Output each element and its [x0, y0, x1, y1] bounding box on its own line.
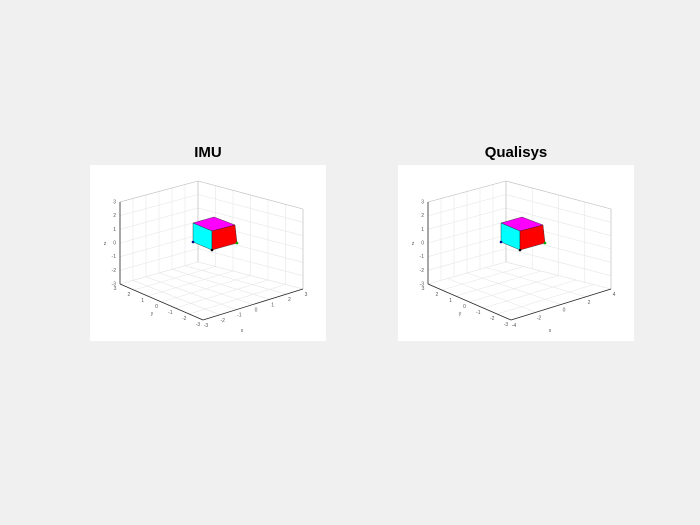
z-tick-label: 3 — [421, 200, 424, 206]
z-axis-label: z — [412, 241, 415, 247]
y-tick-label: -3 — [504, 322, 509, 328]
x-tick-label: 3 — [305, 292, 308, 298]
y-tick-label: -3 — [196, 322, 201, 328]
z-tick-label: 2 — [113, 213, 116, 219]
x-axis-label: x — [241, 328, 244, 334]
x-tick-label: -1 — [237, 313, 242, 319]
z-tick-label: 0 — [113, 241, 116, 247]
y-tick-label: -2 — [490, 316, 495, 322]
cube-vertex-marker — [500, 241, 503, 244]
z-tick-label: -2 — [112, 268, 117, 274]
y-tick-label: 2 — [435, 292, 438, 298]
grid-line-y — [470, 276, 559, 303]
z-tick-label: 2 — [421, 213, 424, 219]
x-axis-line — [511, 289, 611, 320]
x-tick-label: 2 — [588, 300, 591, 306]
subplot-title-imu: IMU — [90, 144, 326, 161]
subplot-title-qualisys: Qualisys — [398, 144, 634, 161]
x-axis-label: x — [549, 328, 552, 334]
x-tick-label: -2 — [537, 315, 542, 321]
z-axis-label: z — [104, 241, 107, 247]
x-tick-label: 1 — [271, 302, 274, 308]
x-tick-label: 0 — [255, 308, 258, 314]
cube-vertex-marker — [211, 249, 214, 252]
subplot-imu[interactable]: 3 2 1 0 -1 -2 -3 3 2 1 0 -1 -2 -3 -3 -2 -1 0 1 2 3 z y x — [90, 165, 326, 341]
z-tick-label: 1 — [113, 227, 116, 233]
y-tick-label: 1 — [141, 298, 144, 304]
grid-line-y — [456, 271, 541, 296]
y-axis-label: y — [459, 311, 462, 317]
z-tick-label: 0 — [421, 241, 424, 247]
x-tick-label: 4 — [613, 292, 616, 298]
x-tick-label: 2 — [288, 297, 291, 303]
cube-vertex-marker — [519, 249, 522, 252]
z-tick-label: -2 — [420, 268, 425, 274]
x-axis-line — [203, 289, 303, 320]
z-tick-label: -1 — [112, 254, 117, 260]
cube-vertex-marker — [544, 242, 547, 245]
y-tick-label: -1 — [168, 310, 173, 316]
z-tick-label: 1 — [421, 227, 424, 233]
y-tick-label: 1 — [449, 298, 452, 304]
y-axis-line — [428, 284, 511, 320]
x-tick-label: -2 — [220, 318, 225, 324]
x-tick-label: 0 — [563, 308, 566, 314]
y-tick-label: -1 — [476, 310, 481, 316]
subplot-qualisys[interactable]: 3 2 1 0 -1 -2 -3 3 2 1 0 -1 -2 -3 -4 -2 0 2 4 z y x — [398, 165, 634, 341]
x-tick-label: -3 — [204, 323, 209, 329]
y-axis-label: y — [151, 311, 154, 317]
cube-vertex-marker — [192, 241, 195, 244]
y-tick-label: -2 — [182, 316, 187, 322]
x-tick-label: -4 — [512, 323, 517, 329]
y-tick-label: 0 — [155, 304, 158, 310]
y-tick-label: 0 — [463, 304, 466, 310]
cube-vertex-marker — [236, 242, 239, 245]
y-tick-label: 2 — [127, 292, 130, 298]
z-tick-label: -1 — [420, 254, 425, 260]
y-tick-label: 3 — [114, 286, 117, 292]
y-tick-label: 3 — [422, 286, 425, 292]
y-axis-line — [120, 284, 203, 320]
z-tick-label: 3 — [113, 200, 116, 206]
